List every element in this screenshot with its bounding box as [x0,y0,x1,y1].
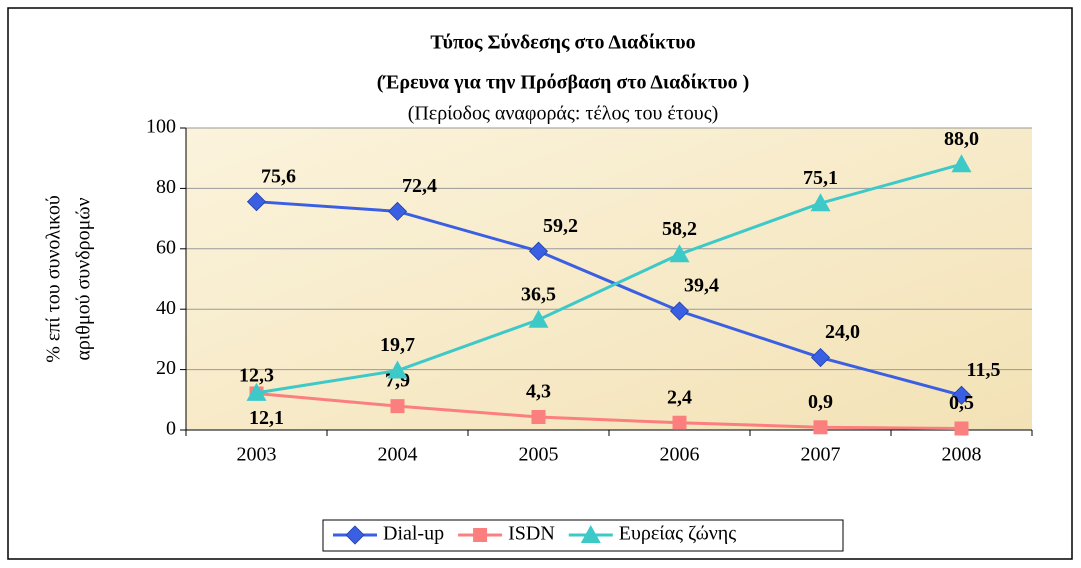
chart-title: Τύπος Σύνδεσης στο Διαδίκτυο [430,32,695,54]
y-tick-label: 40 [156,297,176,319]
data-label: 11,5 [967,359,1001,381]
data-point [390,399,405,414]
data-label: 0,5 [949,392,974,414]
data-point [531,410,546,425]
data-point [669,301,690,321]
data-point [813,420,828,435]
x-tick-label: 2008 [942,444,982,466]
data-label: 2,4 [667,386,692,408]
series-line [256,391,962,430]
data-label: 19,7 [380,334,415,356]
data-point [669,244,690,263]
legend-label: Ευρείας ζώνης [619,523,737,545]
y-tick-label: 100 [146,116,176,138]
x-tick-label: 2006 [660,444,700,466]
legend-marker [473,528,488,542]
data-label: 4,3 [526,381,551,403]
data-label: 12,1 [249,407,284,429]
data-label: 0,9 [808,391,833,413]
data-label: 12,3 [239,364,274,386]
y-tick-label: 60 [156,236,176,258]
data-label: 58,2 [662,218,697,240]
y-axis-label: % επί του συνολικού [43,195,65,363]
legend-label: ISDN [508,523,555,545]
series-line [256,200,962,397]
series-line [256,162,962,395]
data-point [528,309,549,328]
data-label: 36,5 [521,283,556,305]
data-point [810,347,831,368]
data-point [954,421,969,436]
legend-marker [345,525,365,545]
data-point [246,192,267,212]
data-label: 75,1 [803,167,838,189]
plot-area [186,128,1032,430]
chart-title-line2: (Έρευνα για την Πρόσβαση στο Διαδίκτυο ) [377,72,750,94]
chart-subtitle: (Περίοδος αναφοράς: τέλος του έτους) [408,103,719,125]
data-label: 72,4 [402,175,437,197]
legend-marker [580,525,601,543]
data-label: 88,0 [944,128,979,150]
x-tick-label: 2007 [801,444,841,466]
data-point [387,360,408,379]
data-point [672,415,687,430]
data-label: 75,6 [261,165,296,187]
data-point [387,201,408,221]
data-point [246,382,267,401]
y-tick-label: 0 [166,418,176,440]
data-label: 59,2 [543,215,578,237]
x-tick-label: 2003 [237,444,277,466]
x-tick-label: 2005 [519,444,559,466]
data-label: 24,0 [825,321,860,343]
data-point [528,241,549,261]
legend-label: Dial-up [383,523,444,545]
y-tick-label: 80 [156,176,176,198]
y-axis-label: αριθμού συνδρομών [73,197,95,360]
data-point [810,193,831,212]
data-label: 39,4 [684,275,719,297]
x-tick-label: 2004 [378,444,418,466]
data-point [951,154,972,173]
y-tick-label: 20 [156,357,176,379]
data-point [951,385,972,405]
